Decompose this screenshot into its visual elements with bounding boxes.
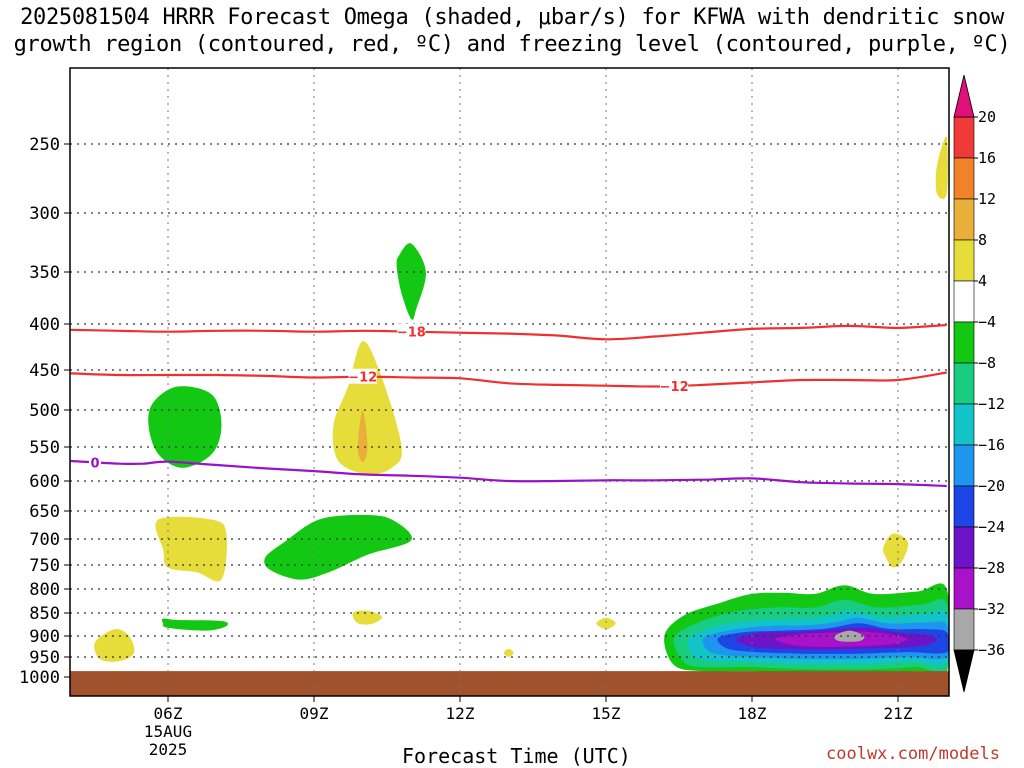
colorbar-label-6: −8 [978,354,996,372]
chart-title-line-1: 2025081504 HRRR Forecast Omega (shaded, … [20,5,1004,30]
x-tick-sublabel-0: 15AUG [144,722,192,741]
y-tick-label-250: 250 [29,135,60,155]
plot-frame [69,67,950,697]
colorbar-label-8: −16 [978,436,1005,454]
colorbar-band-10 [953,526,975,569]
colorbar-label-10: −24 [978,518,1005,536]
plot-area [70,68,949,696]
colorbar-label-3: 8 [978,231,987,249]
colorbar-bottom-arrow [953,649,975,693]
plot-border [69,67,950,697]
omega-region-8 [596,617,616,630]
colorbar-band-9 [953,485,975,528]
x-tick-label-21Z: 21Z [884,704,913,723]
omega-region-11 [935,136,948,199]
contour-2 [70,459,947,488]
omega-region-3 [161,618,229,631]
y-tick-label-350: 350 [29,263,60,283]
colorbar-band-12 [953,608,975,651]
x-tick-label-15Z: 15Z [592,704,621,723]
x-tick-label-09Z: 09Z [300,704,329,723]
y-tick-label-900: 900 [29,627,60,647]
contour-1 [70,371,947,388]
x-tick-label-18Z: 18Z [738,704,767,723]
omega-region-1 [396,243,426,320]
chart-title-line-2: growth region (contoured, red, ºC) and f… [13,32,1011,57]
colorbar-label-0: 20 [978,108,996,126]
pressure-axis: 250 300 350 400 450 500 550 600 650 700 750 800 850 9… [19,135,70,688]
omega-cell-level-7 [834,630,865,642]
plot-background [70,68,949,696]
colorbar-band-7 [953,403,975,446]
x-axis-title: Forecast Time (UTC) [402,744,631,768]
contour-labels: −18 −12 −12 0 [89,323,689,471]
colorbar-label-4: 4 [978,272,987,290]
colorbar-band-3 [953,239,975,282]
contour-label-bg-0-0 [397,323,426,339]
y-tick-label-400: 400 [29,315,60,335]
omega-region-12 [357,410,368,463]
colorbar-band-8 [953,444,975,487]
y-tick-label-800: 800 [29,580,60,600]
ground-layer [70,671,949,696]
colorbar-label-9: −20 [978,477,1005,495]
contour-label-1-0: −12 [348,371,377,386]
colorbar-label-2: 12 [978,190,996,208]
colorbar-band-4 [953,280,975,323]
colorbar-label-12: −32 [978,600,1005,618]
colorbar-label-7: −12 [978,395,1005,413]
colorbar-band-11 [953,567,975,610]
colorbar-band-0 [953,116,975,159]
y-tick-label-500: 500 [29,401,60,421]
y-tick-label-300: 300 [29,204,60,224]
contour-lines [70,323,947,488]
y-tick-label-1000: 1000 [19,668,60,688]
credit-text: coolwx.com/models [826,744,1000,764]
omega-region-9 [503,648,514,657]
y-tick-label-850: 850 [29,604,60,624]
x-tick-label-12Z: 12Z [446,704,475,723]
colorbar-band-5 [953,321,975,364]
x-tick-label-06Z: 06Z [154,704,183,723]
colorbar-label-5: −4 [978,313,996,331]
y-tick-label-700: 700 [29,530,60,550]
x-tick-sublabel-1: 2025 [149,740,188,759]
omega-region-5 [155,516,227,582]
colorbar-label-13: −36 [978,641,1005,659]
y-tick-label-750: 750 [29,556,60,576]
omega-region-7 [352,610,383,625]
contour-label-2-0: 0 [90,456,99,471]
colorbar-top-arrow [953,74,975,118]
omega-shading [70,136,949,696]
contour-label-bg-1-1 [660,377,689,393]
omega-region-4 [332,341,402,475]
contour-label-bg-1-0 [348,368,377,384]
contour-label-1-1: −12 [660,380,689,395]
y-tick-label-600: 600 [29,472,60,492]
colorbar-label-11: −28 [978,559,1005,577]
y-tick-label-550: 550 [29,438,60,458]
omega-colorbar: 20 16 12 8 4 −4 −8 −12 −16 −20 −24 −28 −32 −36 [953,74,1005,693]
contour-0 [70,323,947,341]
colorbar-band-2 [953,198,975,241]
omega-region-6 [94,629,135,662]
y-tick-label-650: 650 [29,502,60,522]
y-tick-label-950: 950 [29,648,60,668]
omega-region-2 [264,515,412,580]
y-tick-label-450: 450 [29,361,60,381]
colorbar-band-6 [953,362,975,405]
omega-region-10 [883,533,909,568]
contour-label-bg-2-0 [89,454,101,470]
contour-label-0-0: −18 [397,326,426,341]
colorbar-band-1 [953,157,975,200]
colorbar-label-1: 16 [978,149,996,167]
